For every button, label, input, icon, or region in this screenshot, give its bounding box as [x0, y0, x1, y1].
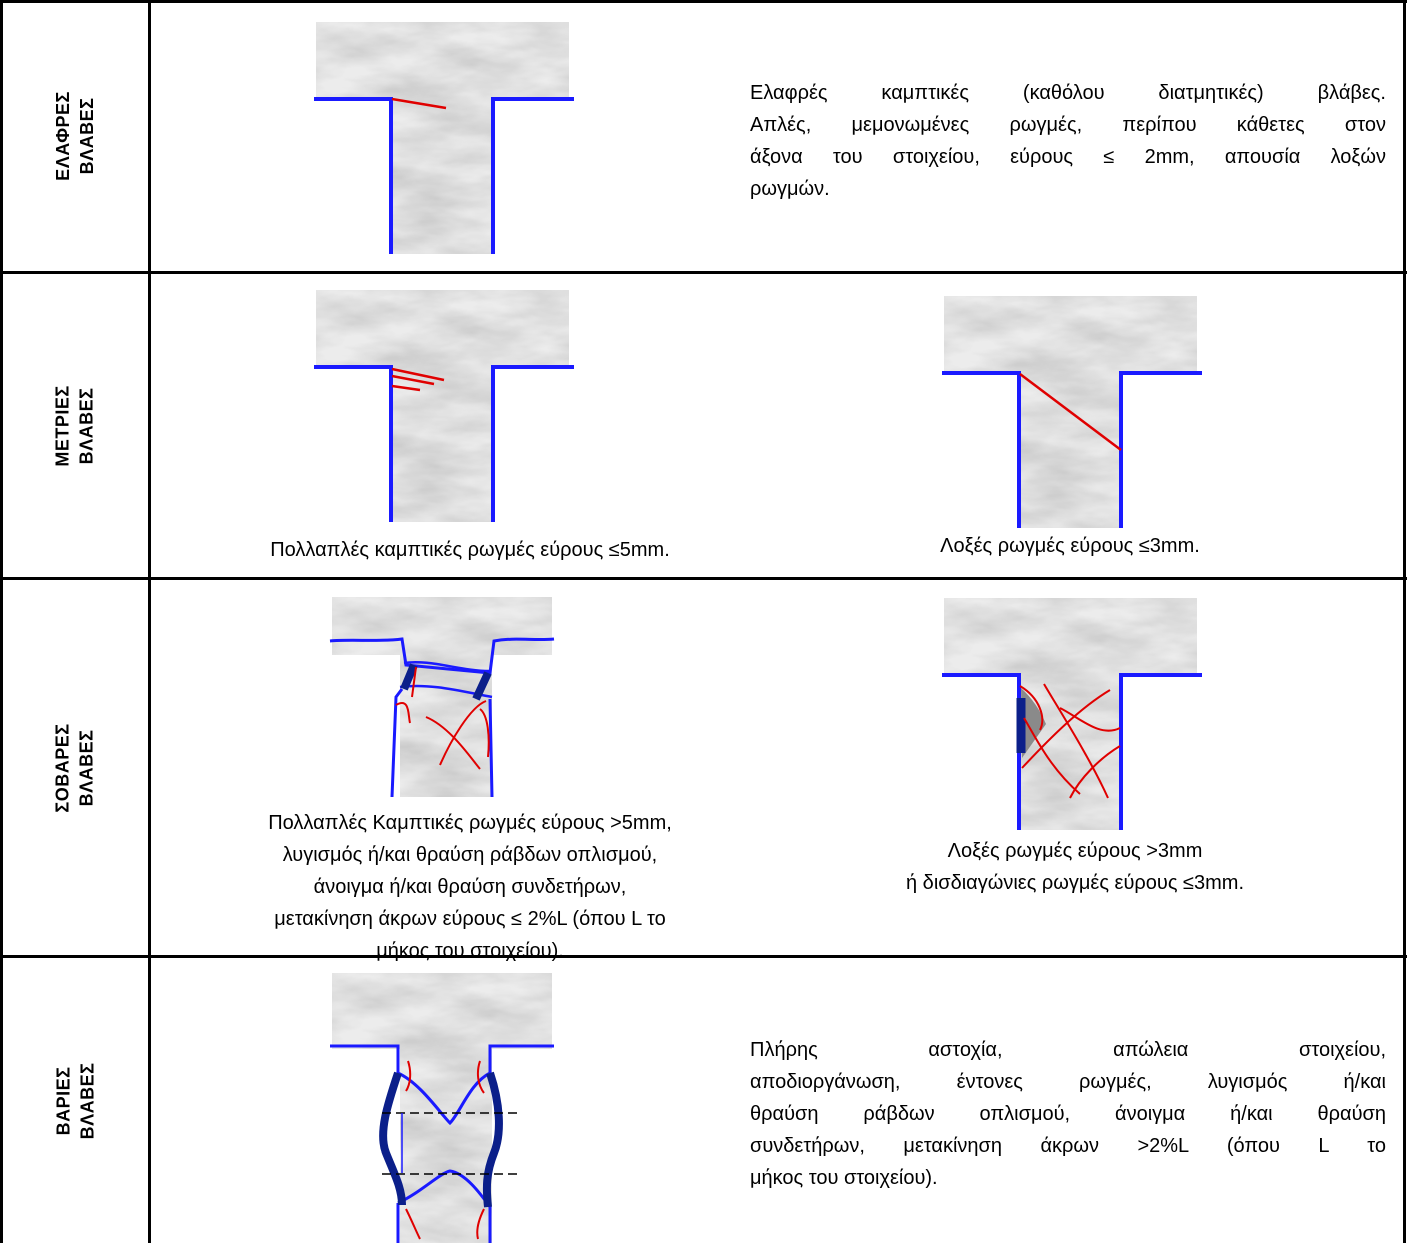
beam-column-joint-light-crack: [314, 22, 574, 254]
caption-line: Πολλαπλές Καμπτικές ρωγμές εύρους >5mm,: [268, 812, 672, 834]
row-label-line: ΒΛΑΒΕΣ: [77, 1062, 97, 1139]
row-label-line: ΒΛΑΒΕΣ: [77, 97, 97, 174]
row-label-severe-damage: ΣΟΒΑΡΕΣ ΒΛΑΒΕΣ: [0, 580, 150, 955]
description-line: άξονα του στοιχείου, εύρους ≤ 2mm, απουσ…: [750, 146, 1386, 168]
row-label-heavy-damage: ΒΑΡΙΕΣ ΒΛΑΒΕΣ: [0, 958, 150, 1243]
description-line: ρωγμών.: [750, 178, 830, 200]
caption-line: Λοξές ρωγμές εύρους >3mm: [947, 840, 1203, 862]
moderate-damage-caption-flexural: Πολλαπλές καμπτικές ρωγμές εύρους ≤5mm.: [270, 539, 670, 561]
caption-line: μετακίνηση άκρων εύρους ≤ 2%L (όπου L το: [274, 908, 666, 930]
description-line: θραύση ράβδων οπλισμού, άνοιγμα ή/και θρ…: [750, 1103, 1386, 1125]
row-label-line: ΒΛΑΒΕΣ: [77, 387, 97, 464]
description-line: συνδετήρων, μετακίνηση άκρων >2%L (όπου …: [750, 1135, 1386, 1157]
beam-column-joint-flexural-cracks: [314, 290, 574, 522]
row-label-line: ΒΛΑΒΕΣ: [77, 729, 97, 806]
description-line: μήκος του στοιχείου).: [750, 1167, 938, 1189]
table-border-right: [1403, 0, 1406, 1243]
row-label-light-damage: ΕΛΑΦΡΕΣ ΒΛΑΒΕΣ: [0, 0, 150, 271]
table-border-top: [0, 0, 1407, 3]
caption-line: μήκος του στοιχείου).: [376, 940, 564, 962]
row-label-moderate-damage: ΜΕΤΡΙΕΣ ΒΛΑΒΕΣ: [0, 274, 150, 577]
beam-column-joint-buckled-rebar: [329, 597, 555, 798]
beam-column-joint-cross-diagonal-cracks: [942, 598, 1202, 830]
caption-line: άνοιγμα ή/και θραύση συνδετήρων,: [313, 876, 627, 898]
row-divider: [0, 577, 1407, 580]
row-label-line: ΣΟΒΑΡΕΣ: [53, 722, 73, 813]
caption-line: ή δισδιαγώνιες ρωγμές εύρους ≤3mm.: [906, 872, 1244, 894]
row-label-line: ΕΛΑΦΡΕΣ: [53, 90, 73, 181]
description-line: Ελαφρές καμπτικές (καθόλου διατμητικές) …: [750, 82, 1386, 104]
heavy-damage-description: Πλήρης αστοχία, απώλεια στοιχείου, αποδι…: [750, 1034, 1386, 1194]
label-column-divider: [148, 0, 151, 1243]
beam-column-joint-diagonal-crack: [942, 296, 1202, 528]
row-divider: [0, 955, 1407, 958]
light-damage-description: Ελαφρές καμπτικές (καθόλου διατμητικές) …: [750, 77, 1386, 205]
description-line: Πλήρης αστοχία, απώλεια στοιχείου,: [750, 1039, 1386, 1061]
description-line: Απλές, μεμονωμένες ρωγμές, περίπου κάθετ…: [750, 114, 1386, 136]
row-label-line: ΒΑΡΙΕΣ: [53, 1066, 73, 1135]
caption-line: λυγισμός ή/και θραύση ράβδων οπλισμού,: [282, 844, 658, 866]
severe-damage-caption-flexural: Πολλαπλές Καμπτικές ρωγμές εύρους >5mm, …: [170, 807, 770, 967]
description-line: αποδιοργάνωση, έντονες ρωγμές, λυγισμός …: [750, 1071, 1386, 1093]
table-border-left: [0, 0, 3, 1243]
row-divider: [0, 271, 1407, 274]
beam-column-joint-total-failure: [330, 973, 554, 1243]
row-label-line: ΜΕΤΡΙΕΣ: [53, 384, 73, 467]
moderate-damage-caption-diagonal: Λοξές ρωγμές εύρους ≤3mm.: [940, 535, 1200, 557]
severe-damage-caption-diagonal: Λοξές ρωγμές εύρους >3mm ή δισδιαγώνιες …: [820, 835, 1330, 899]
